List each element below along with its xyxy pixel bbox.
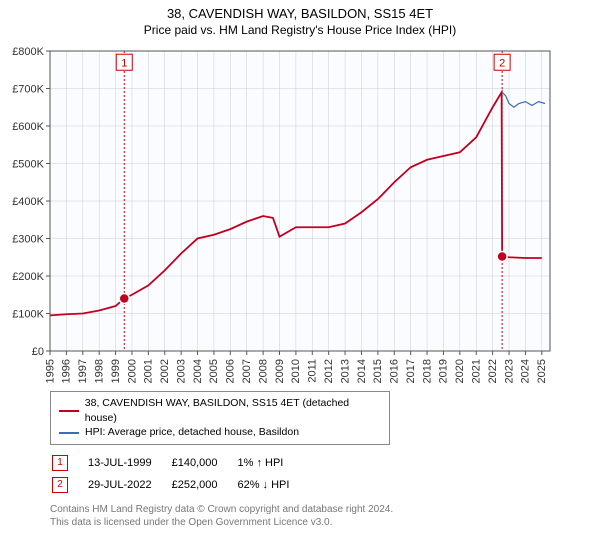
- marker-table: 1 13-JUL-1999£140,0001% ↑ HPI 2 29-JUL-2022…: [50, 451, 309, 497]
- chart-svg: £0 £100K £200K £300K £400K £500K £600K £700K £80…: [0, 43, 560, 383]
- xtick-label: 2013: [339, 359, 351, 383]
- xtick-label: 2016: [389, 359, 401, 383]
- ytick-label: £300K: [12, 234, 44, 246]
- xtick-label: 2002: [159, 359, 171, 383]
- marker-row: 2 29-JUL-2022£252,00062% ↓ HPI: [52, 475, 307, 495]
- legend-swatch: [59, 410, 79, 412]
- xtick-label: 2023: [503, 359, 515, 383]
- xtick-label: 1997: [77, 359, 89, 383]
- xtick-label: 2024: [520, 359, 532, 383]
- xtick-label: 2014: [356, 359, 368, 383]
- xtick-label: 1998: [93, 359, 105, 383]
- ytick-label: £400K: [12, 196, 44, 208]
- chart-area: £0 £100K £200K £300K £400K £500K £600K £700K £80…: [0, 43, 600, 383]
- xtick-label: 2020: [454, 359, 466, 383]
- marker-row: 1 13-JUL-1999£140,0001% ↑ HPI: [52, 453, 307, 473]
- xtick-label: 2007: [241, 359, 253, 383]
- xtick-label: 2005: [208, 359, 220, 383]
- marker-price: £252,000: [172, 475, 236, 495]
- xtick-label: 2011: [307, 359, 319, 383]
- xtick-label: 2019: [438, 359, 450, 383]
- marker-badge: 1: [52, 455, 68, 471]
- legend-label: HPI: Average price, detached house, Basi…: [85, 425, 299, 440]
- xtick-label: 2010: [290, 359, 302, 383]
- ytick-label: £700K: [12, 84, 44, 96]
- xtick-label: 2009: [274, 359, 286, 383]
- xtick-label: 2006: [225, 359, 237, 383]
- data-point: [119, 294, 129, 304]
- xtick-label: 2018: [421, 359, 433, 383]
- legend: 38, CAVENDISH WAY, BASILDON, SS15 4ET (d…: [50, 391, 390, 445]
- chart-subtitle: Price paid vs. HM Land Registry's House …: [0, 21, 600, 43]
- xtick-label: 2021: [471, 359, 483, 383]
- ytick-label: £800K: [12, 46, 44, 58]
- marker-date: 29-JUL-2022: [88, 475, 170, 495]
- xtick-label: 2012: [323, 359, 335, 383]
- chart-title: 38, CAVENDISH WAY, BASILDON, SS15 4ET: [0, 0, 600, 21]
- xtick-label: 2003: [175, 359, 187, 383]
- marker-delta: 62% ↓ HPI: [237, 475, 307, 495]
- footer-attribution: Contains HM Land Registry data © Crown c…: [50, 503, 600, 529]
- ytick-label: £600K: [12, 121, 44, 133]
- xtick-label: 1996: [61, 359, 73, 383]
- marker-date: 13-JUL-1999: [88, 453, 170, 473]
- ytick-label: £200K: [12, 271, 44, 283]
- xtick-label: 2000: [126, 359, 138, 383]
- xtick-label: 2008: [257, 359, 269, 383]
- ytick-label: £500K: [12, 159, 44, 171]
- ytick-label: £100K: [12, 309, 44, 321]
- legend-swatch: [59, 432, 79, 434]
- marker-price: £140,000: [172, 453, 236, 473]
- xtick-label: 2001: [143, 359, 155, 383]
- xtick-label: 2025: [536, 359, 548, 383]
- legend-label: 38, CAVENDISH WAY, BASILDON, SS15 4ET (d…: [85, 396, 381, 425]
- xtick-label: 2022: [487, 359, 499, 383]
- xtick-label: 2015: [372, 359, 384, 383]
- ytick-label: £0: [32, 346, 44, 358]
- marker-delta: 1% ↑ HPI: [237, 453, 307, 473]
- xtick-label: 1999: [110, 359, 122, 383]
- xtick-label: 2017: [405, 359, 417, 383]
- footer-line-1: Contains HM Land Registry data © Crown c…: [50, 503, 600, 516]
- marker-badge: 2: [52, 477, 68, 493]
- xtick-label: 2004: [192, 359, 204, 383]
- legend-row: HPI: Average price, detached house, Basi…: [59, 425, 381, 440]
- marker-badge-label: 2: [499, 57, 505, 69]
- data-point: [497, 252, 507, 262]
- xtick-label: 1995: [44, 359, 56, 383]
- legend-row: 38, CAVENDISH WAY, BASILDON, SS15 4ET (d…: [59, 396, 381, 425]
- footer-line-2: This data is licensed under the Open Gov…: [50, 516, 600, 529]
- marker-badge-label: 1: [121, 57, 127, 69]
